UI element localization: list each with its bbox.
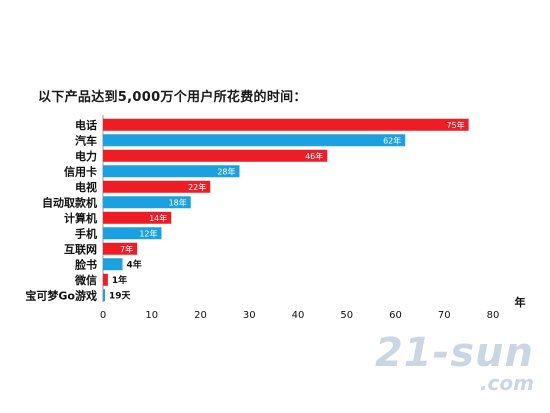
- x-tick-label: 20: [194, 310, 207, 321]
- bar: [103, 134, 406, 147]
- data-label: 18年: [169, 197, 187, 207]
- data-label: 46年: [305, 151, 323, 161]
- bar: [103, 149, 328, 162]
- data-label: 19天: [109, 290, 132, 301]
- bar: [103, 165, 240, 178]
- bar: [103, 258, 123, 271]
- chart-title: 以下产品达到5,000万个用户所花费的时间：: [38, 90, 307, 105]
- x-tick-label: 80: [487, 310, 500, 321]
- data-label: 12年: [139, 228, 157, 238]
- category-label: 信用卡: [64, 164, 97, 178]
- bar: [103, 289, 105, 302]
- x-tick-label: 40: [292, 310, 305, 321]
- category-label: 脸书: [75, 257, 97, 271]
- data-label: 62年: [383, 135, 401, 145]
- category-label: 电力: [75, 149, 97, 163]
- category-label: 微信: [74, 273, 97, 287]
- data-label: 14年: [149, 213, 167, 223]
- x-tick-label: 50: [340, 310, 353, 321]
- category-label: 互联网: [64, 242, 97, 256]
- category-label: 电话: [75, 118, 97, 132]
- data-label: 4年: [127, 258, 142, 270]
- data-label: 1年: [112, 274, 127, 286]
- bar: [103, 227, 162, 240]
- x-axis-unit-label: 年: [515, 295, 526, 309]
- x-tick-label: 30: [243, 310, 256, 321]
- category-label: 汽车: [75, 133, 97, 147]
- x-tick-label: 70: [438, 310, 451, 321]
- category-label: 计算机: [64, 211, 97, 225]
- category-label: 宝可梦Go游戏: [25, 288, 97, 302]
- data-label: 22年: [188, 182, 206, 192]
- bar: [103, 180, 211, 193]
- bar: [103, 196, 191, 209]
- data-label: 7年: [120, 244, 133, 254]
- bar: [103, 242, 138, 255]
- data-label: 28年: [217, 166, 235, 176]
- category-label: 电视: [75, 180, 97, 194]
- x-tick-label: 10: [145, 310, 158, 321]
- data-label: 75年: [446, 120, 464, 130]
- bar: [103, 273, 108, 286]
- x-tick-label: 60: [389, 310, 402, 321]
- x-tick-label: 0: [100, 310, 106, 321]
- category-label: 自动取款机: [42, 195, 97, 209]
- category-label: 手机: [75, 226, 97, 240]
- bar: [103, 118, 469, 131]
- bar: [103, 211, 172, 224]
